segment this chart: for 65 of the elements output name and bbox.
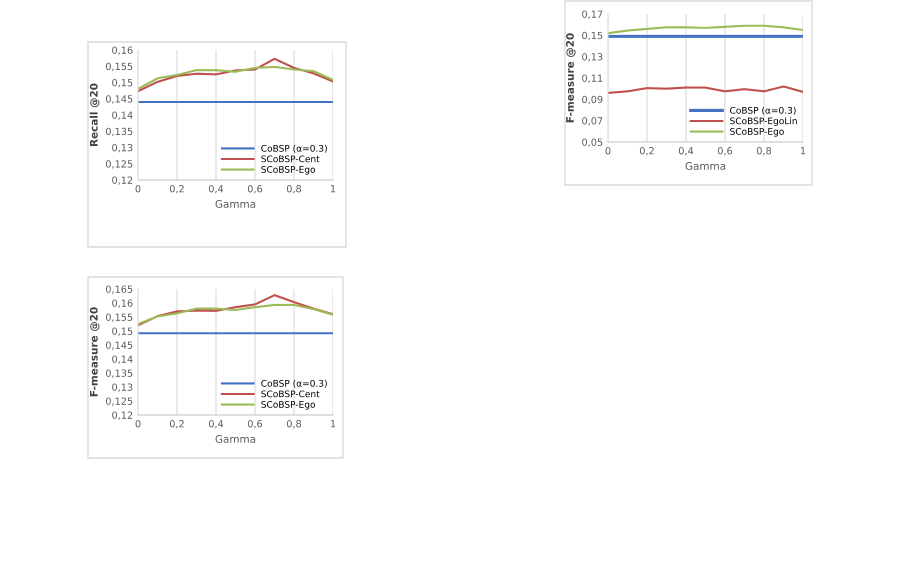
legend-label: CoBSP (α=0.3) — [730, 106, 796, 115]
y-tick-label: 0,145 — [106, 95, 132, 104]
y-tick-label: 0,135 — [106, 128, 132, 136]
line-series — [608, 24, 803, 34]
legend-label: SCoBSP-Ego — [730, 128, 784, 137]
y-axis-title: F-measure @20 — [566, 33, 576, 122]
y-tick-label: 0,13 — [112, 383, 132, 392]
y-tick-label: 0,05 — [582, 138, 602, 147]
line-series — [138, 58, 333, 92]
y-tick-label: 0,12 — [112, 411, 132, 420]
y-tick-label: 0,125 — [106, 397, 132, 406]
y-tick-label: 0,15 — [582, 32, 602, 40]
y-tick-label: 0,155 — [106, 62, 132, 72]
y-tick-label: 0,16 — [112, 299, 133, 308]
x-tick-label: 0,6 — [718, 147, 732, 156]
y-axis-title: Recall @20 — [90, 84, 100, 146]
legend-label: CoBSP (α=0.3) — [261, 380, 327, 388]
y-tick-label: 0,12 — [112, 176, 132, 185]
x-tick-label: 0 — [136, 185, 140, 192]
x-tick-label: 0,2 — [640, 147, 654, 156]
y-axis-title: F-measure @20 — [90, 307, 100, 396]
x-tick-label: 1 — [330, 185, 336, 192]
x-tick-label: 1 — [800, 147, 806, 154]
legend-label: SCoBSP-Cent — [261, 390, 320, 398]
legend-label: SCoBSP-EgoLin — [730, 117, 797, 126]
y-tick-label: 0,145 — [106, 341, 132, 350]
x-tick-label: 0 — [606, 147, 610, 154]
x-tick-label: 0,8 — [286, 420, 302, 428]
legend-label: SCoBSP-Ego — [261, 401, 316, 410]
y-tick-label: 0,14 — [112, 355, 133, 364]
y-tick-label: 0,135 — [106, 369, 132, 378]
x-axis-title: Gamma — [216, 200, 256, 208]
x-axis-title: Gamma — [216, 435, 256, 443]
x-tick-label: 0 — [136, 420, 140, 428]
x-tick-label: 0,4 — [208, 420, 224, 428]
y-tick-label: 0,07 — [582, 117, 602, 126]
y-tick-label: 0,09 — [582, 96, 602, 104]
line-series — [138, 294, 333, 326]
x-tick-label: 0,6 — [248, 185, 262, 194]
legend-label: CoBSP (α=0.3) — [261, 144, 327, 153]
legend-label: SCoBSP-Ego — [261, 166, 316, 175]
x-tick-label: 0,2 — [170, 185, 184, 194]
legend-label: SCoBSP-Cent — [261, 155, 320, 162]
x-tick-label: 0,8 — [756, 147, 772, 156]
y-tick-label: 0,11 — [582, 74, 602, 83]
x-tick-label: 0,4 — [208, 185, 224, 194]
y-tick-label: 0,14 — [112, 111, 133, 120]
x-tick-label: 0,4 — [678, 147, 694, 156]
y-tick-label: 0,155 — [106, 313, 132, 322]
y-tick-label: 0,17 — [582, 10, 602, 19]
x-tick-label: 0,8 — [286, 185, 302, 194]
x-tick-label: 0,6 — [248, 420, 262, 428]
line-series — [138, 304, 333, 326]
x-tick-label: 1 — [330, 420, 336, 428]
y-tick-label: 0,16 — [112, 46, 133, 55]
x-axis-title: Gamma — [686, 162, 726, 170]
line-series — [138, 66, 333, 90]
y-tick-label: 0,165 — [106, 285, 132, 294]
line-series — [608, 85, 803, 94]
y-tick-label: 0,15 — [112, 78, 132, 88]
y-tick-label: 0,13 — [112, 144, 132, 152]
y-tick-label: 0,13 — [582, 53, 602, 62]
y-tick-label: 0,15 — [112, 327, 132, 336]
x-tick-label: 0,2 — [170, 420, 184, 428]
y-tick-label: 0,125 — [106, 160, 132, 169]
